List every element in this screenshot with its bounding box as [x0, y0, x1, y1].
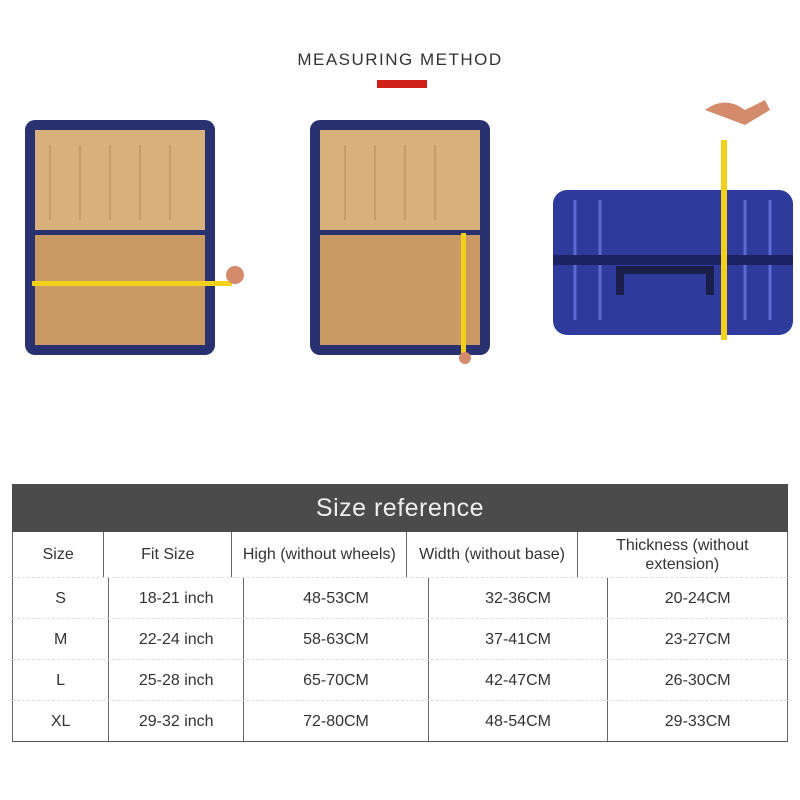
size-reference-table: Size reference Size Fit Size High (witho… [12, 484, 788, 742]
size-table-title: Size reference [12, 484, 788, 532]
table-cell: 26-30CM [607, 660, 788, 700]
table-row: M 22-24 inch 58-63CM 37-41CM 23-27CM [12, 618, 788, 659]
table-cell: 29-33CM [607, 701, 788, 741]
table-cell: L [12, 660, 108, 700]
table-cell: 18-21 inch [108, 578, 243, 618]
table-cell: 22-24 inch [108, 619, 243, 659]
table-cell: 42-47CM [427, 660, 608, 700]
column-header: Fit Size [103, 532, 231, 577]
open-suitcase-height-photo [310, 120, 490, 364]
title-underline [377, 80, 427, 88]
table-cell: 32-36CM [427, 578, 608, 618]
table-header-row: Size Fit Size High (without wheels) Widt… [12, 532, 788, 577]
table-cell: 25-28 inch [108, 660, 243, 700]
table-cell: 20-24CM [607, 578, 788, 618]
table-cell: 29-32 inch [108, 701, 243, 741]
table-row: L 25-28 inch 65-70CM 42-47CM 26-30CM [12, 659, 788, 700]
table-cell: 48-53CM [243, 578, 428, 618]
table-cell: 72-80CM [243, 701, 428, 741]
tape-measure [461, 233, 466, 353]
table-cell: S [12, 578, 108, 618]
column-header: Size [12, 532, 103, 577]
table-cell: 37-41CM [427, 619, 608, 659]
column-header: Width (without base) [406, 532, 576, 577]
measuring-method-title: MEASURING METHOD [297, 50, 503, 69]
table-cell: M [12, 619, 108, 659]
table-cell: XL [12, 701, 108, 741]
table-cell: 65-70CM [243, 660, 428, 700]
tape-measure [32, 281, 232, 286]
column-header: Thickness (without extension) [576, 532, 788, 577]
table-cell: 48-54CM [427, 701, 608, 741]
table-row: S 18-21 inch 48-53CM 32-36CM 20-24CM [12, 577, 788, 618]
table-cell: 23-27CM [607, 619, 788, 659]
table-row: XL 29-32 inch 72-80CM 48-54CM 29-33CM [12, 700, 788, 741]
table-cell: 58-63CM [243, 619, 428, 659]
tape-measure [721, 140, 727, 340]
open-suitcase-width-photo [25, 120, 244, 355]
column-header: High (without wheels) [231, 532, 406, 577]
closed-suitcase-thickness-photo [553, 100, 793, 340]
